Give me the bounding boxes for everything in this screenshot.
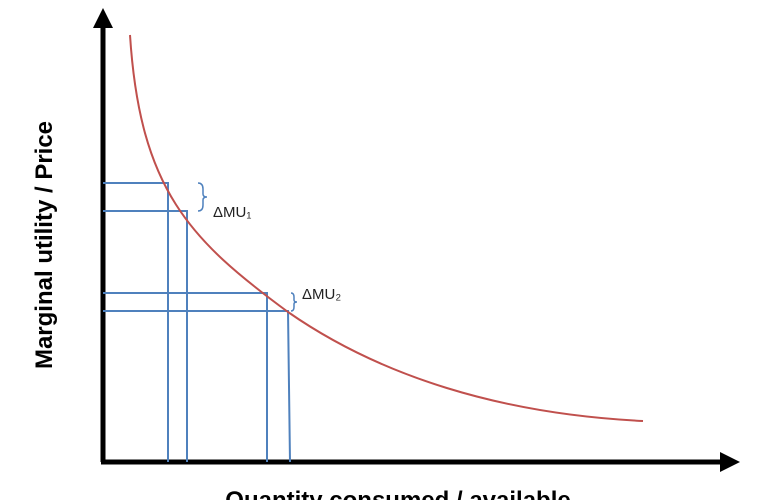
annotation: ΔMU₁	[213, 204, 251, 221]
y-axis-label: Marginal utility / Price	[31, 121, 58, 369]
guides	[103, 182, 291, 463]
guide-line	[103, 182, 169, 462]
guide-line	[103, 210, 188, 462]
y-axis-arrow	[93, 8, 113, 28]
x-axis-label: Quantity consumed / available	[225, 487, 570, 500]
annotation: ΔMU₂	[302, 286, 341, 303]
demand-curve	[129, 34, 644, 422]
x-axis-arrow	[720, 452, 740, 472]
guide-line	[103, 292, 268, 462]
guide-line	[103, 310, 291, 463]
brace	[197, 182, 208, 212]
brace	[290, 292, 298, 312]
